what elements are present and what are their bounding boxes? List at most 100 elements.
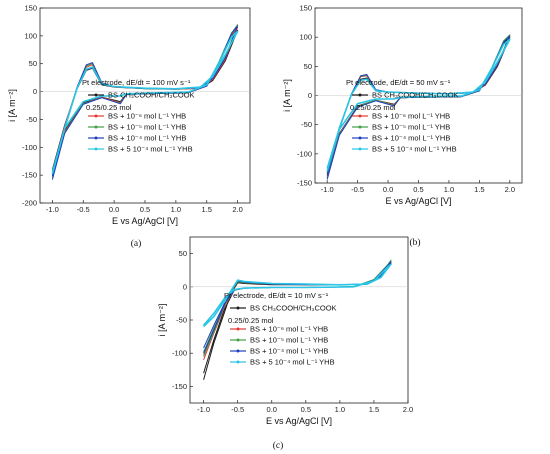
y-tick-label: -150 bbox=[22, 171, 37, 180]
x-tick-label: -0.5 bbox=[231, 405, 244, 414]
x-tick-label: 2.0 bbox=[403, 405, 413, 414]
series-line-5 bbox=[326, 38, 511, 172]
legend-marker-1 bbox=[358, 93, 362, 97]
legend-entry-4: BS + 10⁻⁴ mol L⁻¹ YHB bbox=[108, 134, 186, 143]
legend-entry-5: BS + 5 10⁻⁴ mol L⁻¹ YHB bbox=[108, 145, 193, 154]
x-tick-label: 0.5 bbox=[301, 405, 311, 414]
x-tick-label: 0.5 bbox=[413, 185, 423, 194]
y-tick-label: 0 bbox=[183, 282, 187, 291]
legend-entry-1: BS CH₃COOH/CH₃COOK bbox=[250, 304, 337, 313]
y-tick-label: -200 bbox=[22, 199, 37, 208]
legend-entry-5: BS + 5 10⁻⁴ mol L⁻¹ YHB bbox=[250, 358, 335, 367]
legend-marker-4 bbox=[94, 136, 98, 140]
x-tick-label: -1.0 bbox=[321, 185, 334, 194]
legend: Pt electrode, dE/dt = 10 mV s⁻¹ BS CH₃COO… bbox=[224, 291, 337, 367]
y-tick-label: -100 bbox=[172, 349, 187, 358]
legend-marker-3 bbox=[94, 125, 98, 129]
panel-caption: (b) bbox=[409, 237, 420, 248]
legend-note: 0.25/0.25 mol bbox=[86, 103, 132, 112]
legend-title: Pt electrode, dE/dt = 50 mV s⁻¹ bbox=[346, 78, 451, 87]
legend-note: 0.25/0.25 mol bbox=[228, 316, 274, 325]
x-tick-label: 1.5 bbox=[202, 205, 212, 214]
y-axis-label: i [A m⁻²] bbox=[7, 89, 17, 122]
legend-title: Pt electrode, dE/dt = 100 mV s⁻¹ bbox=[82, 78, 191, 87]
legend-entry-3: BS + 10⁻⁵ mol L⁻¹ YHB bbox=[108, 123, 186, 132]
legend-entry-5: BS + 5 10⁻⁴ mol L⁻¹ YHB bbox=[372, 145, 457, 154]
x-tick-label: 1.5 bbox=[369, 405, 379, 414]
legend-marker-5 bbox=[94, 147, 98, 151]
x-tick-label: 0.0 bbox=[109, 205, 119, 214]
y-tick-label: 100 bbox=[299, 33, 312, 42]
x-tick-label: 0.5 bbox=[140, 205, 150, 214]
y-tick-label: 150 bbox=[24, 4, 37, 13]
legend-entry-3: BS + 10⁻⁵ mol L⁻¹ YHB bbox=[250, 336, 328, 345]
y-axis-label: i [A m⁻²] bbox=[157, 304, 167, 337]
chart-panel-2: -1.0 -0.5 0.0 0.5 1.0 1.5 2.0 -150 -100 -50 0 50 100… bbox=[282, 4, 523, 248]
y-tick-label: 50 bbox=[179, 249, 187, 258]
legend-entry-4: BS + 10⁻⁴ mol L⁻¹ YHB bbox=[250, 347, 328, 356]
series-line-1 bbox=[51, 29, 239, 176]
legend-marker-1 bbox=[94, 93, 98, 97]
x-tick-label: -1.0 bbox=[197, 405, 210, 414]
y-tick-label: 50 bbox=[29, 59, 37, 68]
panel-caption: (a) bbox=[131, 238, 142, 249]
x-tick-label: 2.0 bbox=[232, 205, 242, 214]
legend: Pt electrode, dE/dt = 100 mV s⁻¹ BS CH₃CO… bbox=[82, 78, 195, 154]
x-tick-label: 1.0 bbox=[171, 205, 181, 214]
legend: Pt electrode, dE/dt = 50 mV s⁻¹ BS CH₃COO… bbox=[346, 78, 459, 154]
x-tick-label: 1.5 bbox=[474, 185, 484, 194]
legend-marker-4 bbox=[236, 349, 240, 353]
legend-entry-2: BS + 10⁻⁶ mol L⁻¹ YHB bbox=[250, 325, 328, 334]
series-line-3 bbox=[51, 24, 239, 179]
y-tick-label: -100 bbox=[22, 143, 37, 152]
legend-entry-1: BS CH₃COOH/CH₃COOK bbox=[372, 91, 459, 100]
legend-entry-1: BS CH₃COOH/CH₃COOK bbox=[108, 91, 195, 100]
x-tick-label: 1.0 bbox=[444, 185, 454, 194]
legend-entry-4: BS + 10⁻⁴ mol L⁻¹ YHB bbox=[372, 134, 450, 143]
y-tick-label: -50 bbox=[176, 316, 187, 325]
x-tick-label: 2.0 bbox=[505, 185, 515, 194]
legend-note: 0.25/0.25 mol bbox=[350, 103, 396, 112]
x-tick-label: -0.5 bbox=[351, 185, 364, 194]
x-tick-label: 0.0 bbox=[383, 185, 393, 194]
legend-marker-2 bbox=[94, 114, 98, 118]
legend-marker-1 bbox=[236, 306, 240, 310]
y-tick-label: 100 bbox=[24, 31, 37, 40]
legend-marker-2 bbox=[236, 327, 240, 331]
panel-caption: (c) bbox=[273, 440, 284, 451]
legend-marker-5 bbox=[358, 147, 362, 151]
y-tick-label: -50 bbox=[301, 120, 312, 129]
y-tick-label: -50 bbox=[26, 115, 37, 124]
y-tick-label: -150 bbox=[172, 382, 187, 391]
legend-marker-3 bbox=[358, 125, 362, 129]
series-line-2 bbox=[51, 27, 239, 177]
chart-panel-1: -1.0 -0.5 0.0 0.5 1.0 1.5 2.0 -200 -150 -100 -50 0 5… bbox=[7, 4, 251, 249]
x-tick-label: -0.5 bbox=[77, 205, 90, 214]
legend-title: Pt electrode, dE/dt = 10 mV s⁻¹ bbox=[224, 291, 329, 300]
legend-marker-3 bbox=[236, 338, 240, 342]
legend-marker-4 bbox=[358, 136, 362, 140]
y-tick-label: 150 bbox=[299, 4, 312, 13]
y-tick-label: 50 bbox=[304, 62, 312, 71]
x-axis-label: E vs Ag/AgCl [V] bbox=[112, 216, 178, 226]
x-tick-label: 1.0 bbox=[335, 405, 345, 414]
x-tick-label: -1.0 bbox=[46, 205, 59, 214]
series-line-5 bbox=[202, 263, 392, 328]
y-tick-label: 0 bbox=[308, 91, 312, 100]
series-line-5 bbox=[51, 30, 239, 175]
legend-entry-2: BS + 10⁻⁶ mol L⁻¹ YHB bbox=[108, 112, 186, 121]
x-axis-label: E vs Ag/AgCl [V] bbox=[385, 196, 451, 206]
legend-entry-3: BS + 10⁻⁵ mol L⁻¹ YHB bbox=[372, 123, 450, 132]
chart-panel-3: -1.0 -0.5 0.0 0.5 1.0 1.5 2.0 -150 -100 -50 0 50 E v… bbox=[157, 236, 413, 451]
y-tick-label: 0 bbox=[33, 87, 37, 96]
y-tick-label: -100 bbox=[297, 149, 312, 158]
y-tick-label: -150 bbox=[297, 179, 312, 188]
legend-entry-2: BS + 10⁻⁶ mol L⁻¹ YHB bbox=[372, 112, 450, 121]
y-axis-label: i [A m⁻²] bbox=[282, 79, 292, 112]
legend-marker-2 bbox=[358, 114, 362, 118]
series-line-4 bbox=[51, 25, 239, 180]
x-tick-label: 0.0 bbox=[267, 405, 277, 414]
legend-marker-5 bbox=[236, 360, 240, 364]
plot-frame bbox=[189, 236, 409, 404]
